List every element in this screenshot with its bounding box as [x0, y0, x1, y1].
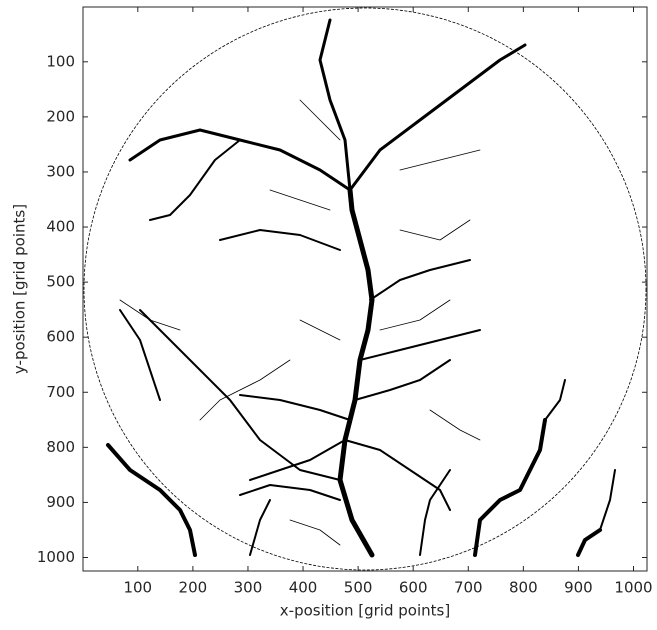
y-tick-label: 400 — [46, 218, 75, 236]
domain-circle — [83, 7, 647, 571]
side-rivers — [106, 418, 602, 557]
y-tick-label: 200 — [46, 107, 75, 125]
x-tick-label: 200 — [179, 579, 208, 597]
fine-branches — [119, 99, 481, 546]
y-tick-label: 300 — [46, 162, 75, 180]
y-tick-label: 700 — [46, 383, 75, 401]
y-tick-label: 500 — [46, 273, 75, 291]
y-tick-label: 1000 — [37, 548, 75, 566]
x-tick-label: 600 — [399, 579, 428, 597]
x-tick-label: 100 — [123, 579, 152, 597]
y-tick-label: 100 — [46, 52, 75, 70]
minor-branches — [119, 309, 616, 556]
mid-branches — [149, 139, 481, 511]
y-tick-label: 600 — [46, 328, 75, 346]
y-tick-label: 900 — [46, 493, 75, 511]
plot-frame — [82, 6, 648, 572]
y-axis-label: y-position [grid points] — [11, 204, 29, 374]
main-trunk — [337, 187, 375, 558]
x-tick-label: 1000 — [614, 579, 652, 597]
x-tick-label: 400 — [289, 579, 318, 597]
upper-branches — [128, 18, 527, 192]
river-network — [83, 7, 647, 571]
x-axis-label: x-position [grid points] — [280, 602, 450, 620]
x-tick-label: 500 — [344, 579, 373, 597]
x-tick-label: 800 — [509, 579, 538, 597]
x-tick-label: 700 — [454, 579, 483, 597]
x-tick-label: 900 — [564, 579, 593, 597]
x-tick-label: 300 — [234, 579, 263, 597]
y-tick-label: 800 — [46, 438, 75, 456]
